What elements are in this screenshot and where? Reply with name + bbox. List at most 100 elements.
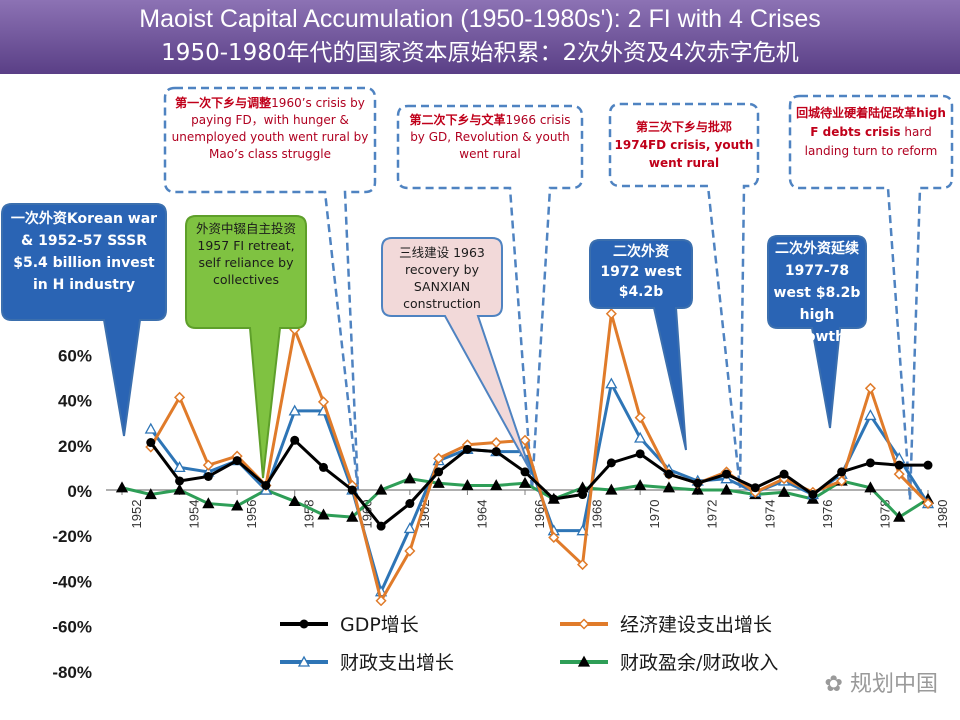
data-point [893, 510, 906, 522]
data-point [578, 618, 590, 630]
data-point [519, 434, 531, 446]
x-tick-label: 1956 [244, 500, 259, 529]
callout-1977-text: 二次外资延续1977-78 west $8.2b high growth [773, 241, 861, 345]
data-point [288, 494, 301, 506]
dashed-callout-1960s [163, 86, 377, 491]
wechat-icon: ✿ [824, 672, 843, 697]
data-point [922, 497, 934, 510]
data-point [837, 467, 847, 477]
data-point [893, 468, 905, 480]
x-tick-label: 1952 [129, 500, 144, 529]
data-point [203, 471, 213, 481]
data-point [231, 499, 244, 511]
y-tick-label: 0% [67, 482, 92, 501]
callout-fi-retreat-text: 外资中辍自主投资1957 FI retreat, self reliance b… [195, 221, 296, 287]
watermark-text: 规划中国 [849, 672, 938, 697]
data-point [605, 308, 617, 320]
data-point [317, 396, 330, 408]
series-0 [146, 435, 933, 531]
data-point [490, 479, 503, 491]
data-point [288, 404, 301, 416]
data-point [261, 480, 271, 490]
callout-korean-war-text: 一次外资Korean war & 1952-57 SSSR $5.4 billi… [10, 211, 158, 293]
legend-label: 财政支出增长 [340, 652, 454, 674]
data-point [578, 490, 588, 500]
callout-1960s-text: 第一次下乡与调整1960’s crisis by paying FD，with … [170, 95, 370, 163]
data-point [404, 545, 416, 557]
data-point [374, 483, 388, 495]
data-point [319, 462, 328, 472]
data-point [299, 619, 309, 629]
data-point [864, 481, 877, 493]
data-point [634, 479, 647, 491]
data-point [461, 479, 474, 491]
data-point [146, 438, 156, 448]
data-point [634, 431, 647, 443]
y-tick-label: -60% [52, 618, 92, 637]
dashed-callout-1966 [396, 104, 584, 491]
callout-reform-head: 回城待业硬着陆促改革high F debts crisis [796, 106, 946, 139]
data-point [202, 497, 215, 509]
data-point [433, 452, 445, 464]
callout-1972-west [589, 239, 693, 451]
callout-fi-retreat [185, 215, 307, 479]
data-point [174, 391, 186, 403]
data-point [894, 460, 904, 470]
y-tick-label: -20% [52, 527, 92, 546]
dashed-callout-reform [788, 94, 954, 501]
data-point [173, 483, 186, 495]
y-tick-label: 20% [58, 437, 92, 456]
x-tick-label: 1958 [302, 500, 317, 529]
x-tick-label: 1976 [820, 500, 835, 529]
data-point [462, 444, 472, 454]
callout-1966-head: 第二次下乡与文革 [409, 113, 506, 127]
data-point [520, 467, 530, 477]
legend-label: 财政盈余/财政收入 [620, 652, 778, 674]
data-point [606, 458, 616, 468]
legend-label: GDP增长 [340, 614, 419, 636]
y-tick-label: 60% [58, 346, 92, 365]
data-point [548, 531, 560, 544]
data-point [779, 469, 789, 479]
data-point [434, 467, 444, 477]
data-point [722, 469, 731, 479]
title-line-chinese: 1950-1980年代的国家资本原始积累：2次外资及4次赤字危机 [161, 40, 799, 66]
y-tick-label: -80% [52, 663, 92, 682]
data-point [577, 559, 589, 571]
callout-sanxian-text: 三线建设 1963 recovery by SANXIAN constructi… [399, 245, 485, 311]
y-tick-label: 40% [58, 392, 92, 411]
data-point [115, 481, 129, 493]
data-point [175, 476, 185, 486]
data-point [693, 478, 703, 488]
x-tick-label: 1970 [647, 500, 662, 529]
x-tick-label: 1972 [705, 500, 720, 529]
title-bar: Maoist Capital Accumulation (1950-1980s'… [0, 0, 960, 74]
y-tick-label: -40% [52, 572, 92, 591]
data-point [750, 483, 760, 493]
series-line [149, 438, 928, 528]
x-tick-label: 1974 [762, 500, 777, 529]
data-point [144, 422, 157, 434]
legend-box [270, 606, 810, 686]
data-point [317, 508, 330, 520]
data-point [836, 475, 848, 487]
callout-1966-body: 1966 crisis by GD, Revolution & youth we… [410, 113, 571, 161]
callout-1974-text: 第三次下乡与批邓1974FD crisis, youth went rural [614, 120, 754, 170]
dashed-callout-1974 [608, 102, 760, 489]
callout-1972-text: 二次外资 1972 west $4.2b [600, 244, 682, 300]
data-point [297, 655, 311, 667]
callout-reform-body: hard landing turn to reform [804, 125, 938, 158]
callout-1966-text: 第二次下乡与文革1966 crisis by GD, Revolution & … [402, 112, 578, 163]
callout-korean-war [1, 203, 167, 437]
data-point [864, 382, 876, 394]
data-point [518, 476, 532, 488]
data-point [864, 409, 877, 421]
data-point [634, 412, 646, 424]
data-point [691, 483, 704, 495]
x-tick-label: 1954 [187, 500, 202, 529]
data-point [403, 472, 416, 484]
data-point [491, 447, 501, 457]
data-point [202, 459, 214, 471]
callout-1977-78 [767, 235, 867, 429]
